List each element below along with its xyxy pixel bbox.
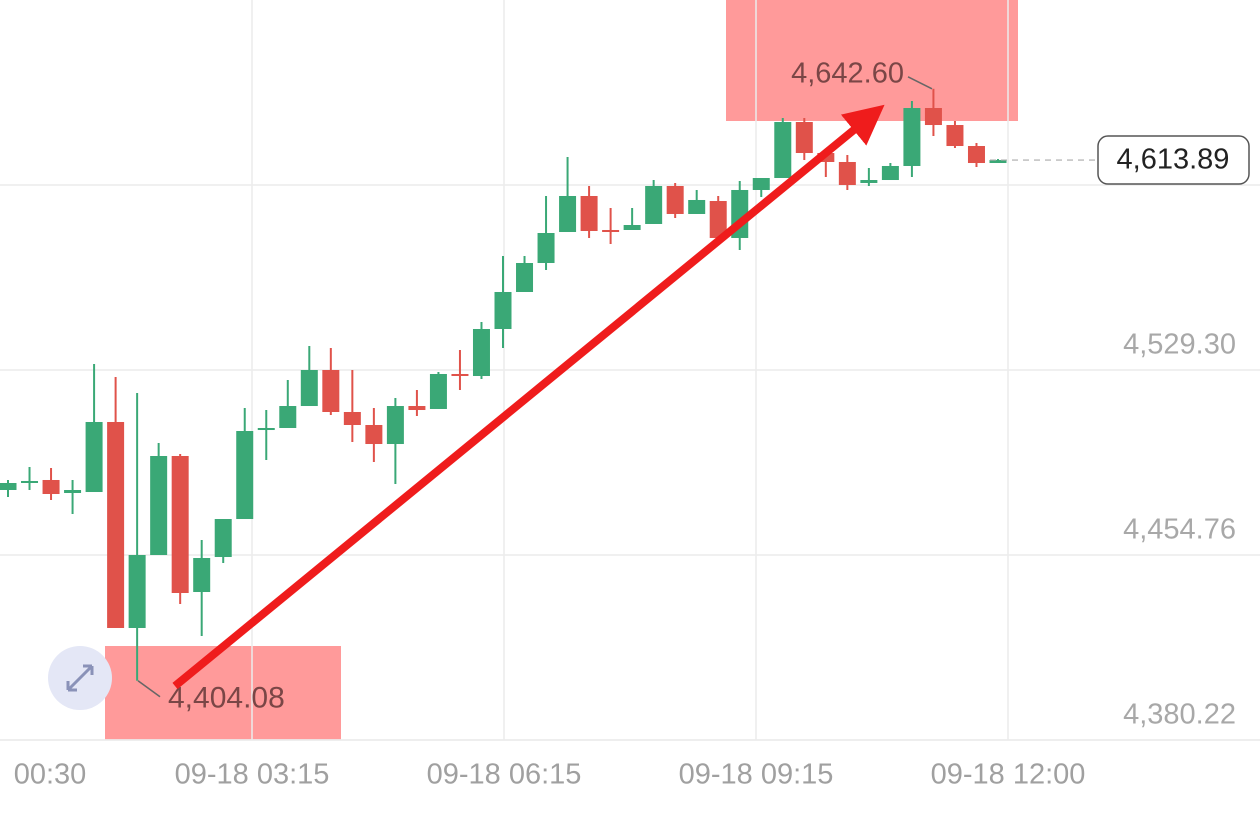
candle-body	[559, 195, 577, 233]
candle-body	[623, 225, 641, 230]
candle-body	[300, 370, 318, 407]
candle-body	[645, 185, 663, 224]
candle-body	[365, 424, 383, 445]
candle-body	[451, 373, 469, 377]
x-tick-label: 09-18 09:15	[679, 759, 834, 791]
candle-body	[967, 146, 985, 164]
candle-body	[171, 455, 189, 593]
candle-body	[752, 178, 770, 190]
candle-body	[860, 180, 878, 183]
candle-body	[429, 373, 447, 409]
y-tick-label: 4,454.76	[1123, 514, 1236, 546]
candle-body	[602, 229, 620, 233]
candle-body	[21, 480, 39, 484]
candle-body	[924, 108, 942, 126]
candle-body	[709, 201, 727, 238]
grid	[0, 0, 1260, 741]
candle-body	[322, 370, 340, 412]
candle-body	[0, 483, 17, 490]
candle-body	[795, 122, 813, 154]
candles	[0, 88, 1007, 681]
low-label: 4,404.08	[168, 682, 285, 715]
current-price-label: 4,613.89	[1117, 144, 1230, 176]
y-tick-label: 4,529.30	[1123, 329, 1236, 361]
candle-body	[279, 406, 297, 429]
x-tick-label: 09-18 06:15	[427, 759, 582, 791]
candle-body	[64, 489, 82, 494]
candle-body	[666, 185, 684, 214]
high-highlight	[726, 0, 1018, 121]
candle-body	[85, 421, 103, 493]
y-tick-label: 4,380.22	[1123, 699, 1236, 731]
candle-body	[881, 165, 899, 181]
candle-body	[774, 122, 792, 179]
candle-body	[537, 232, 555, 264]
candle-body	[516, 263, 534, 292]
candle-body	[236, 431, 254, 520]
current-price-box	[1097, 135, 1250, 185]
candle-body	[107, 421, 125, 628]
candle-body	[494, 291, 512, 329]
high-leader	[907, 76, 933, 90]
candle-body	[946, 125, 964, 147]
expand-button[interactable]	[48, 646, 112, 710]
x-tick-label: 00:30	[14, 759, 87, 791]
low-leader	[137, 680, 161, 698]
expand-icon[interactable]	[66, 664, 94, 692]
trend-arrow	[172, 104, 885, 690]
candle-body	[580, 195, 598, 231]
candle-body	[903, 108, 921, 166]
candle-body	[150, 455, 168, 555]
candle-body	[408, 406, 426, 411]
candle-body	[193, 558, 211, 593]
candle-body	[472, 328, 490, 377]
x-tick-label: 09-18 12:00	[931, 759, 1086, 791]
candle-body	[838, 161, 856, 185]
candle-body	[989, 160, 1007, 164]
high-label: 4,642.60	[791, 57, 904, 89]
candle-body	[386, 406, 404, 445]
candle-body	[688, 199, 706, 214]
candle-body	[343, 411, 361, 425]
low-highlight	[105, 646, 341, 740]
candle-body	[128, 555, 146, 628]
candle-body	[42, 479, 60, 494]
x-tick-label: 09-18 03:15	[175, 759, 330, 791]
candle-body	[214, 519, 232, 558]
overlay: 4,380.22 4,454.76 4,529.30 00:30 09-18 03:15…	[14, 57, 1250, 791]
candle-body	[257, 428, 275, 431]
